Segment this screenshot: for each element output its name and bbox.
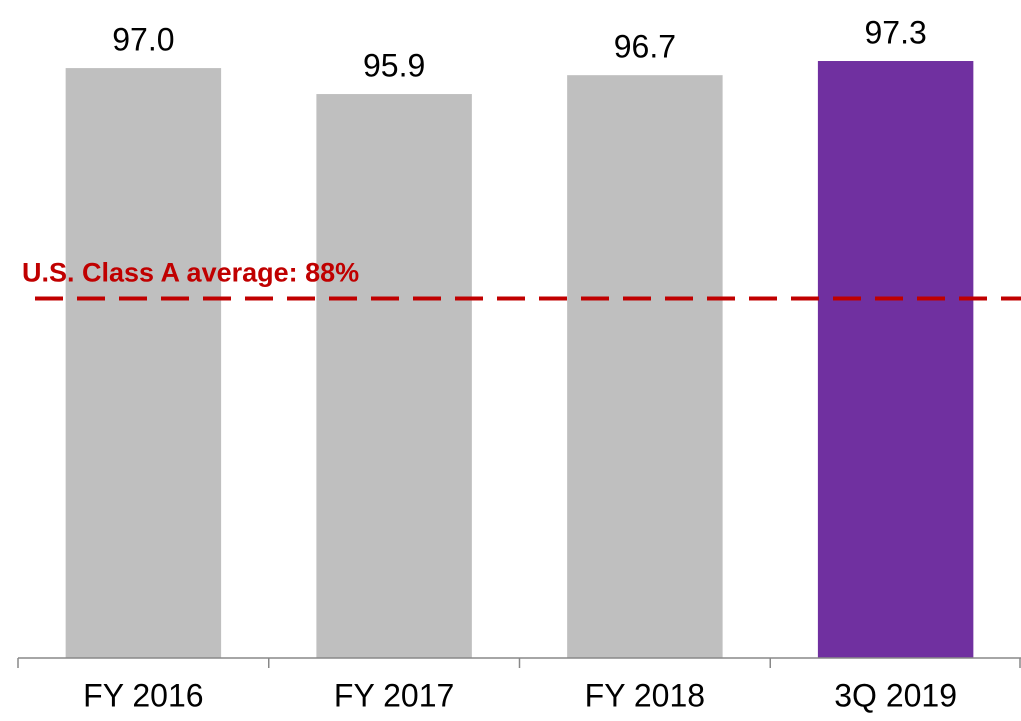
bar — [65, 68, 222, 658]
bar — [567, 75, 723, 658]
value-label: 96.7 — [614, 29, 676, 65]
value-label: 95.9 — [363, 47, 425, 83]
x-tick-label: FY 2018 — [585, 677, 705, 713]
reference-label: U.S. Class A average: 88% — [22, 258, 359, 288]
x-tick-label: FY 2017 — [334, 677, 454, 713]
value-label: 97.3 — [864, 14, 926, 50]
x-tick-label: FY 2016 — [83, 677, 203, 713]
bar — [817, 61, 974, 658]
x-tick-label: 3Q 2019 — [834, 677, 957, 713]
value-label: 97.0 — [112, 22, 174, 58]
bar — [316, 94, 472, 659]
